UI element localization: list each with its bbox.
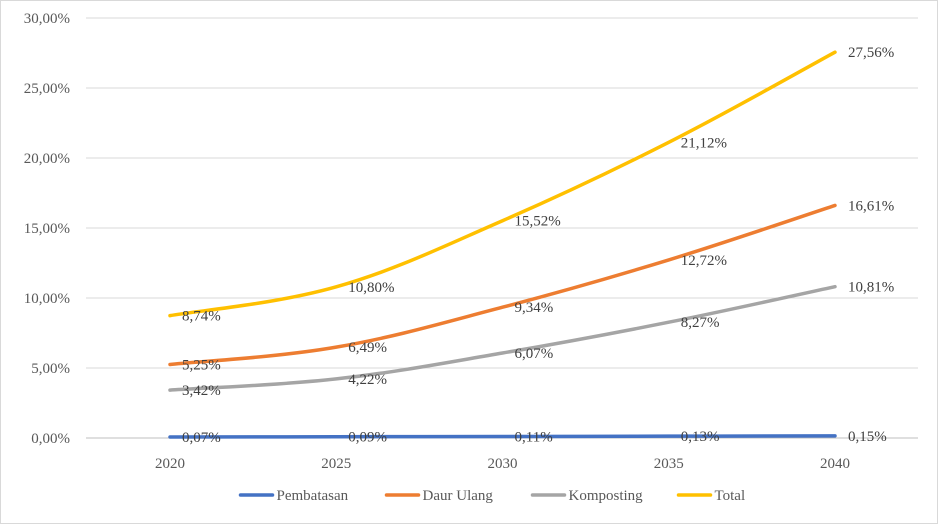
data-label-pembatasan: 0,07% [182,430,221,446]
y-axis-tick-labels: 0,00% 5,00% 10,00% 15,00% 20,00% 25,00% 30,00% [24,11,70,447]
data-label-pembatasan: 0,15% [848,429,887,445]
x-axis-tick-labels: 2020 2025 2030 2035 2040 [155,456,850,472]
x-tick-label: 2030 [488,456,518,472]
series-line-pembatasan [170,436,835,437]
series-line-daur-ulang [170,205,835,364]
data-label-pembatasan: 0,11% [515,429,553,445]
data-label-daur-ulang: 6,49% [348,340,387,356]
legend-label-daur-ulang: Daur Ulang [423,488,494,504]
data-labels: 0,07% 0,09% 0,11% 0,13% 0,15% 5,25% 6,49% 9,34%… [182,45,894,446]
x-tick-label: 2025 [321,456,351,472]
data-label-daur-ulang: 12,72% [681,253,727,269]
legend: Pembatasan Daur Ulang Komposting Total [241,488,746,504]
data-label-total: 10,80% [348,280,394,296]
data-label-daur-ulang: 16,61% [848,198,894,214]
data-label-total: 21,12% [681,135,727,151]
y-tick-label: 10,00% [24,291,70,307]
data-label-daur-ulang: 9,34% [515,300,554,316]
data-label-komposting: 10,81% [848,280,894,296]
legend-label-total: Total [715,488,746,504]
y-tick-label: 0,00% [31,431,70,447]
data-label-total: 15,52% [515,214,561,230]
data-label-komposting: 3,42% [182,383,221,399]
data-label-komposting: 6,07% [515,346,554,362]
series-lines [170,52,835,437]
data-label-pembatasan: 0,09% [348,430,387,446]
y-tick-label: 20,00% [24,151,70,167]
data-label-komposting: 8,27% [681,315,720,331]
gridlines [86,18,918,438]
data-label-pembatasan: 0,13% [681,429,720,445]
x-tick-label: 2035 [654,456,684,472]
data-label-total: 27,56% [848,45,894,61]
x-tick-label: 2040 [820,456,850,472]
series-line-total [170,52,835,315]
data-label-total: 8,74% [182,309,221,325]
data-label-daur-ulang: 5,25% [182,358,221,374]
legend-label-pembatasan: Pembatasan [277,488,349,504]
y-tick-label: 15,00% [24,221,70,237]
y-tick-label: 5,00% [31,361,70,377]
x-tick-label: 2020 [155,456,185,472]
y-tick-label: 30,00% [24,11,70,27]
data-label-komposting: 4,22% [348,372,387,388]
legend-label-komposting: Komposting [569,488,644,504]
y-tick-label: 25,00% [24,81,70,97]
